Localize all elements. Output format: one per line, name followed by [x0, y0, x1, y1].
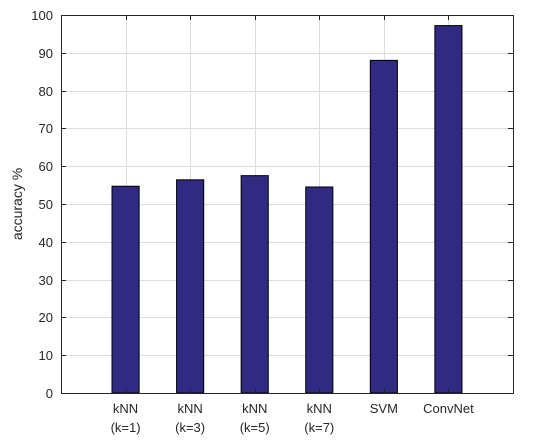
x-tick-label: (k=1) [111, 420, 141, 435]
x-tick-label: SVM [370, 401, 398, 416]
y-tick-label: 50 [39, 197, 53, 212]
bar [240, 175, 269, 394]
x-tick-label: ConvNet [423, 401, 474, 416]
bar [305, 186, 334, 394]
bar [176, 179, 205, 394]
y-tick-label: 70 [39, 121, 53, 136]
x-tick-label: (k=5) [240, 420, 270, 435]
ticks-layer [61, 15, 513, 394]
y-tick-label: 40 [39, 235, 53, 250]
x-tick-label: (k=3) [175, 420, 205, 435]
y-tick-label: 30 [39, 273, 53, 288]
y-tick-label: 100 [31, 8, 53, 23]
x-tick-label: kNN [113, 401, 138, 416]
x-tick-label: kNN [307, 401, 332, 416]
x-tick-label: kNN [178, 401, 203, 416]
bar [111, 185, 140, 394]
y-tick-label: 80 [39, 84, 53, 99]
y-tick-label: 90 [39, 46, 53, 61]
bar [434, 25, 463, 394]
y-tick-label: 10 [39, 348, 53, 363]
x-tick-label: kNN [242, 401, 267, 416]
bars-layer [111, 25, 463, 394]
y-axis-label: accuracy % [9, 168, 25, 240]
labels-layer: 0 10 20 30 40 50 60 70 80 90 100 kNN (k=1) kNN (k=3) kN… [31, 8, 474, 435]
y-tick-label: 60 [39, 159, 53, 174]
y-tick-label: 20 [39, 310, 53, 325]
bar [369, 59, 398, 394]
y-tick-label: 0 [46, 386, 53, 401]
x-tick-label: (k=7) [304, 420, 334, 435]
